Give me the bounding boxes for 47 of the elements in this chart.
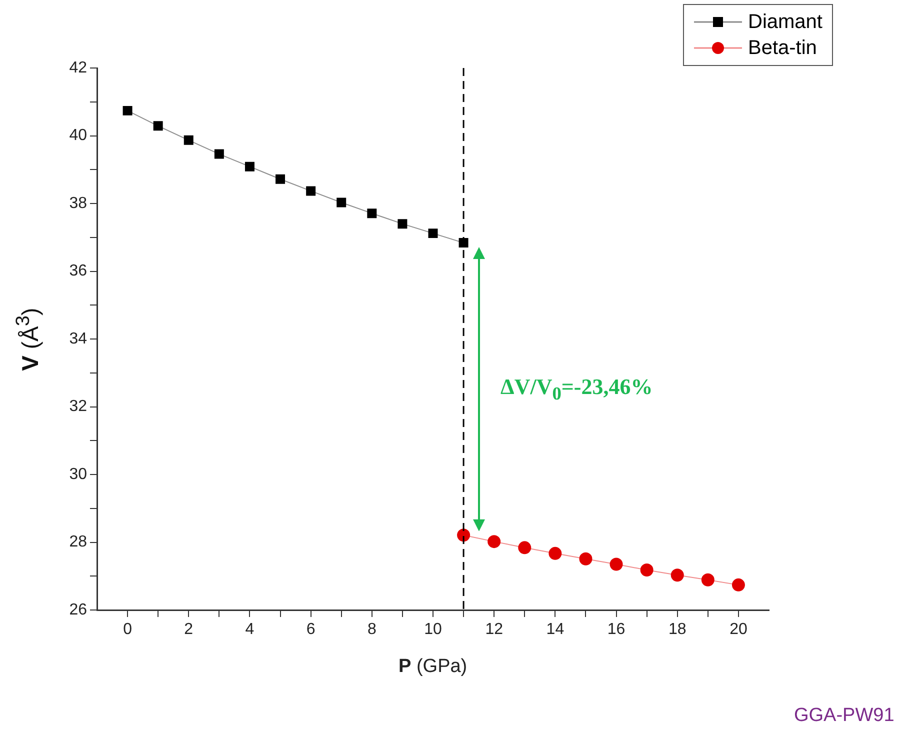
- x-tick-label: 16: [607, 621, 626, 638]
- x-axis-title: P (GPa): [398, 656, 468, 678]
- y-tick-label: 36: [69, 262, 88, 280]
- point: [122, 106, 132, 116]
- y-tick-label: 40: [69, 127, 88, 144]
- point: [428, 228, 438, 238]
- y-tick-label: 34: [69, 330, 88, 348]
- text: GGA-PW91: [794, 705, 894, 727]
- point: [276, 174, 286, 184]
- point: [640, 564, 654, 577]
- x-tick-label: 18: [668, 621, 686, 638]
- point: [732, 578, 745, 592]
- y-tick-label: 28: [69, 534, 88, 551]
- point: [701, 573, 714, 586]
- x-tick-label: 0: [123, 621, 132, 638]
- point: [153, 121, 163, 131]
- point: [488, 535, 501, 548]
- x-tick-label: 14: [546, 621, 564, 638]
- x-tick-label: 2: [184, 621, 194, 638]
- point: [367, 208, 377, 218]
- point: [184, 135, 194, 145]
- point: [518, 541, 532, 554]
- y-tick-label: 32: [69, 398, 88, 416]
- annotation: ΔV/V$_{0}$=-23,46%: [500, 374, 653, 404]
- x-tick-label: 20: [730, 621, 748, 638]
- point: [306, 186, 316, 196]
- point: [214, 149, 224, 159]
- point: [579, 552, 592, 566]
- legend-label: Diamant: [748, 10, 822, 34]
- legend-label: Beta-tin: [748, 36, 817, 60]
- point: [398, 219, 408, 229]
- point: [457, 528, 470, 542]
- point: [670, 568, 684, 582]
- x-tick-label: 12: [485, 621, 504, 638]
- point: [244, 162, 254, 172]
- x-tick-label: 8: [367, 621, 376, 638]
- point: [548, 546, 562, 560]
- point: [458, 238, 468, 248]
- y-tick-label: 38: [69, 194, 88, 212]
- y-tick-label: 26: [69, 601, 88, 618]
- point: [610, 558, 623, 571]
- y-tick-label: 42: [69, 59, 88, 76]
- x-tick-label: 6: [306, 621, 316, 638]
- y-tick-label: 30: [69, 466, 88, 483]
- x-tick-label: 4: [245, 621, 254, 638]
- x-tick-label: 10: [424, 621, 442, 638]
- point: [336, 198, 346, 208]
